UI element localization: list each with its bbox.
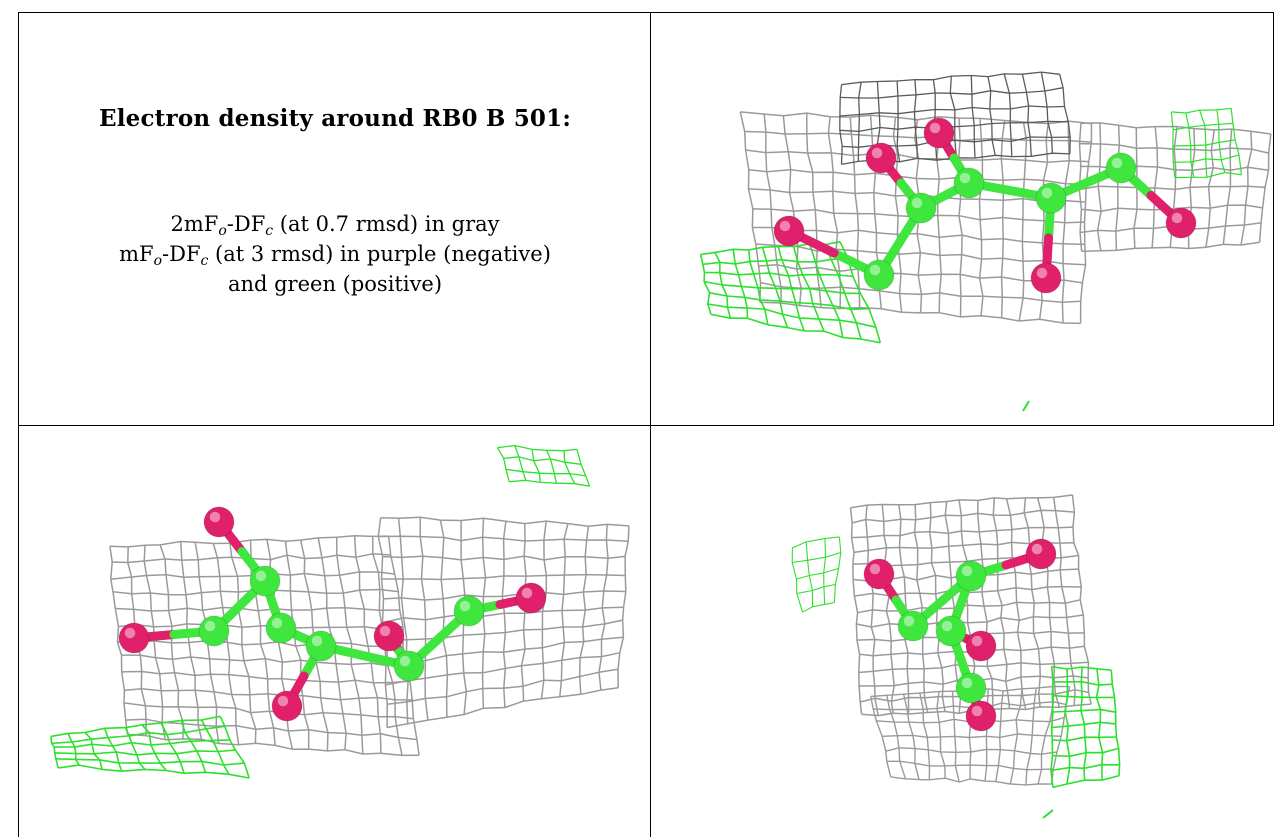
bl-carbon-atom-4 (265, 612, 297, 644)
green-positive-mesh-right (1050, 665, 1121, 789)
tr-oxygen-atom-5 (773, 215, 805, 247)
gray-density-mesh-top (839, 71, 1071, 166)
density-render-bottom-left (50, 444, 630, 779)
tr-carbon-atom-3 (905, 192, 937, 224)
tr-carbon-atom-1 (953, 167, 985, 199)
gray-density-mesh-right (377, 516, 630, 729)
density-render-bottom-right (791, 494, 1121, 819)
green-positive-mesh-left (699, 241, 882, 344)
green-positive-mesh-top (496, 444, 591, 487)
legend-line-2mfo: 2mFo-DFc (at 0.7 rmsd) in gray (170, 212, 500, 239)
green-fragment (1022, 400, 1030, 412)
caption-cell: Electron density around RB0 B 501: 2mFo-… (19, 13, 650, 425)
figure-grid: Electron density around RB0 B 501: 2mFo-… (18, 12, 1274, 837)
bl-oxygen-atom-0 (203, 506, 235, 538)
bl-molecule (118, 506, 547, 722)
br-oxygen-atom-5 (965, 630, 997, 662)
density-view-bottom-right (651, 426, 1274, 837)
bl-carbon-atom-3 (198, 615, 230, 647)
tr-oxygen-atom-8 (1165, 207, 1197, 239)
legend-line-colors: and green (positive) (227, 272, 443, 296)
tr-carbon-atom-6 (1035, 182, 1067, 214)
legend-description: 2mFo-DFc (at 0.7 rmsd) in gray mFo-DFc (… (19, 209, 650, 299)
bl-carbon-atom-9 (453, 595, 485, 627)
tr-oxygen-atom-0 (923, 117, 955, 149)
gray-density-mesh-main (849, 494, 1092, 717)
border-right (1273, 12, 1274, 425)
bl-oxygen-atom-7 (373, 620, 405, 652)
br-molecule (863, 538, 1057, 732)
br-carbon-atom-2 (955, 560, 987, 592)
green-fragment (1042, 809, 1054, 819)
green-positive-mesh-left (791, 536, 842, 613)
bl-carbon-atom-5 (305, 630, 337, 662)
figure-title: Electron density around RB0 B 501: (98, 105, 572, 132)
density-render-top-right (699, 71, 1272, 412)
br-oxygen-atom-3 (1025, 538, 1057, 570)
tr-carbon-atom-7 (1105, 152, 1137, 184)
bl-oxygen-atom-10 (515, 582, 547, 614)
density-view-bottom-left (19, 426, 650, 837)
br-oxygen-atom-0 (863, 558, 895, 590)
border-row-divider (18, 425, 1274, 426)
tr-oxygen-atom-2 (865, 142, 897, 174)
border-middle (650, 12, 651, 837)
br-carbon-atom-1 (897, 610, 929, 642)
border-left (18, 12, 19, 837)
br-carbon-atom-4 (935, 615, 967, 647)
bl-oxygen-atom-6 (271, 690, 303, 722)
green-positive-mesh-right (1170, 107, 1243, 179)
gray-density-mesh-main (109, 534, 420, 757)
tr-carbon-atom-4 (863, 259, 895, 291)
tr-molecule (773, 117, 1197, 294)
br-oxygen-atom-7 (965, 700, 997, 732)
tr-oxygen-atom-9 (1030, 262, 1062, 294)
density-view-top-right (651, 13, 1273, 425)
legend-line-mfo: mFo-DFc (at 3 rmsd) in purple (negative) (119, 242, 551, 269)
bl-oxygen-atom-2 (118, 622, 150, 654)
border-top (18, 12, 1274, 13)
bl-carbon-atom-8 (393, 650, 425, 682)
green-positive-mesh-bottom (50, 715, 250, 779)
bl-carbon-atom-1 (249, 565, 281, 597)
br-carbon-atom-6 (955, 672, 987, 704)
